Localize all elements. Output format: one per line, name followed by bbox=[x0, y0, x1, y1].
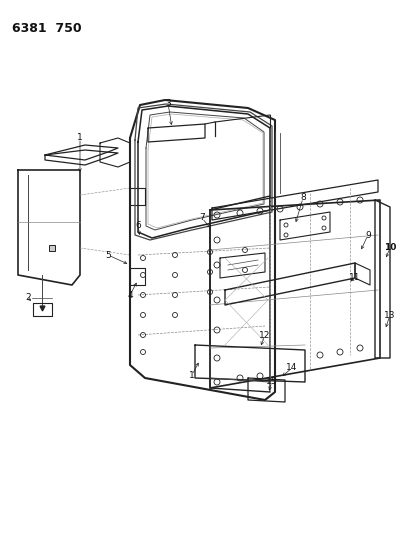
Text: 1: 1 bbox=[77, 133, 83, 142]
Text: 6381  750: 6381 750 bbox=[12, 22, 81, 35]
Text: 12: 12 bbox=[258, 330, 270, 340]
Text: 6: 6 bbox=[135, 221, 141, 230]
Text: 5: 5 bbox=[105, 251, 110, 260]
Text: 3: 3 bbox=[165, 99, 171, 108]
Text: 13: 13 bbox=[383, 311, 395, 319]
Text: 9: 9 bbox=[364, 230, 370, 239]
Text: 10: 10 bbox=[383, 244, 395, 253]
Text: 15: 15 bbox=[265, 377, 277, 386]
Text: 1: 1 bbox=[189, 370, 194, 379]
Text: 11: 11 bbox=[348, 273, 360, 282]
Text: 8: 8 bbox=[299, 193, 305, 203]
Text: 4: 4 bbox=[127, 290, 133, 300]
Text: 14: 14 bbox=[285, 364, 297, 373]
Text: 7: 7 bbox=[199, 214, 204, 222]
Text: 2: 2 bbox=[25, 294, 31, 303]
